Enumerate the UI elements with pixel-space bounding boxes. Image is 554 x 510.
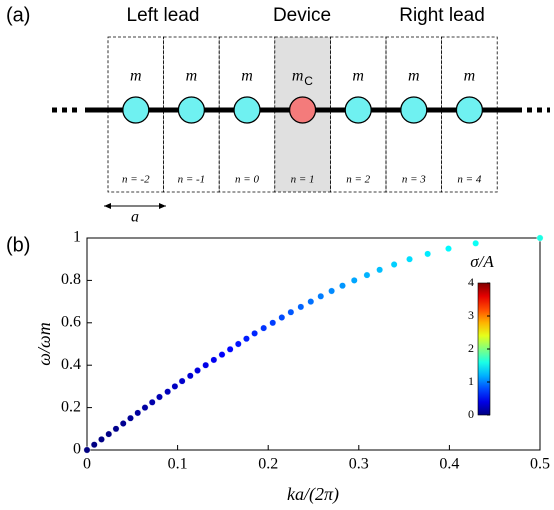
data-point	[156, 393, 163, 401]
data-point	[390, 261, 398, 268]
x-tick-label: 0.5	[530, 456, 550, 473]
data-point	[251, 329, 259, 337]
data-point	[98, 435, 105, 443]
y-tick-label: 1	[73, 229, 81, 246]
site	[400, 96, 428, 124]
mass-label: m	[292, 68, 304, 85]
data-point	[119, 420, 127, 427]
data-point	[186, 372, 194, 380]
data-point	[536, 234, 544, 242]
data-point	[317, 292, 325, 300]
cell	[218, 36, 276, 193]
cell	[329, 36, 387, 193]
data-point	[127, 414, 134, 422]
x-axis-label: ka/(2π)	[287, 484, 339, 505]
data-point	[297, 303, 305, 311]
site-index: n = 4	[457, 174, 481, 186]
region-label: Device	[273, 5, 331, 26]
data-point	[234, 340, 242, 348]
y-axis-label: ω/ωm	[34, 322, 54, 365]
data-point	[339, 282, 346, 290]
data-point	[363, 271, 371, 279]
x-tick-label: 0	[83, 456, 91, 473]
data-point	[141, 404, 149, 411]
panel-label: (a)	[6, 4, 30, 26]
colorbar-tick-label: 2	[468, 341, 474, 355]
cell	[107, 36, 164, 193]
region-label: Left lead	[127, 5, 200, 26]
mass-label: m	[408, 68, 420, 85]
site-index: n = -1	[178, 174, 206, 186]
data-point	[164, 388, 172, 396]
data-point	[148, 398, 156, 406]
data-point	[105, 430, 113, 438]
spacing-label: a	[131, 209, 139, 226]
site	[177, 96, 206, 124]
data-point	[83, 446, 91, 454]
data-point	[171, 382, 179, 390]
site	[455, 96, 484, 124]
arrow-head	[104, 203, 166, 209]
colorbar-tick-label: 3	[468, 308, 474, 322]
data-point	[269, 319, 277, 327]
data-point	[243, 335, 250, 343]
site	[122, 96, 150, 124]
y-tick-label: 0.8	[61, 271, 81, 288]
panel-label: (b)	[6, 234, 30, 256]
data-point	[350, 276, 358, 284]
colorbar-label: σ/A	[470, 252, 494, 271]
data-point	[178, 377, 186, 385]
data-point	[202, 361, 210, 369]
site-index: n = -2	[122, 174, 150, 186]
y-tick-label: 0	[73, 441, 81, 458]
mass-label: m	[186, 68, 198, 85]
mass-label: m	[241, 68, 253, 85]
colorbar-tick-label: 4	[468, 275, 474, 289]
data-point	[287, 308, 295, 316]
region-label: Right lead	[399, 5, 485, 26]
site	[288, 96, 317, 124]
site-index: n = 0	[235, 174, 259, 186]
plot-frame	[86, 237, 541, 451]
colorbar-tick-label: 0	[468, 407, 474, 421]
x-tick-label: 0.1	[168, 456, 188, 473]
data-point	[307, 298, 315, 305]
data-point	[278, 314, 286, 321]
data-point	[260, 324, 268, 332]
x-tick-label: 0.3	[349, 456, 369, 473]
cell	[163, 36, 220, 193]
data-point	[445, 245, 452, 253]
x-tick-label: 0.4	[439, 456, 459, 473]
data-point	[328, 287, 336, 295]
y-tick-label: 0.4	[61, 356, 81, 373]
data-point	[194, 367, 201, 374]
data-point	[424, 250, 432, 258]
site-index: n = 3	[402, 174, 426, 186]
data-point	[134, 409, 142, 417]
cell	[441, 36, 498, 193]
data-point	[218, 351, 226, 358]
site-index: n = 2	[346, 174, 370, 186]
site-index: n = 1	[291, 174, 315, 186]
data-point	[210, 356, 218, 364]
data-point	[376, 266, 384, 274]
mass-label: m	[464, 68, 476, 85]
site	[344, 96, 372, 124]
site	[233, 96, 261, 124]
y-tick-label: 0.2	[61, 398, 81, 415]
colorbar-tick-label: 1	[468, 374, 474, 388]
x-tick-label: 0.2	[258, 456, 278, 473]
mass-label: m	[352, 68, 364, 85]
mass-label: m	[130, 68, 142, 85]
y-tick-label: 0.6	[61, 313, 81, 330]
data-point	[90, 441, 98, 449]
cell	[385, 36, 442, 193]
mass-subscript: C	[304, 74, 313, 88]
data-point	[472, 239, 480, 247]
data-point	[406, 255, 413, 263]
data-point	[226, 345, 234, 353]
data-point	[112, 425, 120, 433]
